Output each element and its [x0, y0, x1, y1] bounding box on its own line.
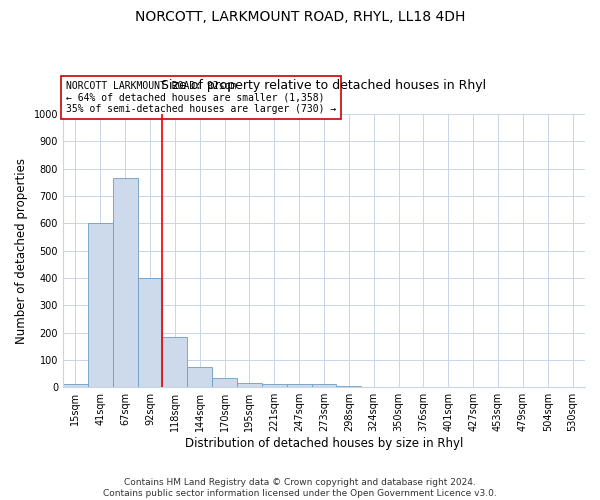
Text: NORCOTT LARKMOUNT ROAD: 92sqm
← 64% of detached houses are smaller (1,358)
35% o: NORCOTT LARKMOUNT ROAD: 92sqm ← 64% of d… [65, 81, 336, 114]
Bar [137, 278, 163, 387]
Bar [63, 384, 88, 387]
Bar [237, 383, 262, 387]
Bar [88, 224, 113, 387]
Bar [337, 386, 361, 387]
Bar [113, 178, 137, 387]
Bar [212, 378, 237, 387]
Bar [262, 384, 287, 387]
X-axis label: Distribution of detached houses by size in Rhyl: Distribution of detached houses by size … [185, 437, 463, 450]
Y-axis label: Number of detached properties: Number of detached properties [15, 158, 28, 344]
Bar [311, 384, 337, 387]
Title: Size of property relative to detached houses in Rhyl: Size of property relative to detached ho… [161, 79, 487, 92]
Bar [187, 366, 212, 387]
Bar [287, 384, 311, 387]
Text: NORCOTT, LARKMOUNT ROAD, RHYL, LL18 4DH: NORCOTT, LARKMOUNT ROAD, RHYL, LL18 4DH [135, 10, 465, 24]
Text: Contains HM Land Registry data © Crown copyright and database right 2024.
Contai: Contains HM Land Registry data © Crown c… [103, 478, 497, 498]
Bar [163, 336, 187, 387]
